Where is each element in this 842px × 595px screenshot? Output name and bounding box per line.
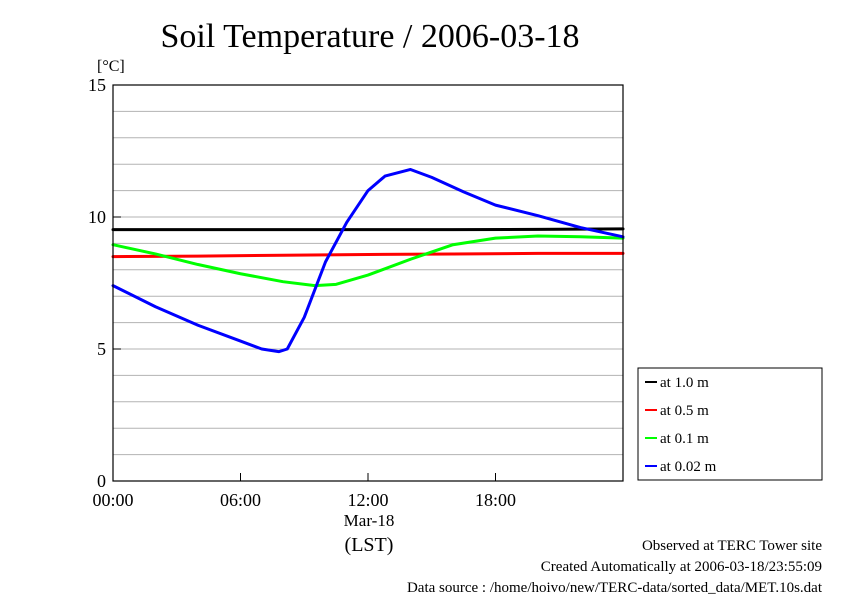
legend-box bbox=[637, 367, 823, 481]
x-tick-label: 06:00 bbox=[220, 490, 261, 510]
x-tick-label: 00:00 bbox=[92, 490, 133, 510]
x-tick-label: 18:00 bbox=[475, 490, 516, 510]
series-lines bbox=[111, 167, 625, 354]
x-axis-title: (LST) bbox=[345, 534, 394, 556]
legend-label: at 0.02 m bbox=[660, 459, 717, 475]
footer-created-time: Created Automatically at 2006-03-18/23:5… bbox=[541, 559, 822, 575]
series-line bbox=[111, 234, 625, 288]
series-line bbox=[111, 251, 625, 259]
legend: at 1.0 m at 0.5 m at 0.1 m at 0.02 m bbox=[637, 367, 823, 481]
series-line bbox=[111, 227, 625, 232]
grid-lines bbox=[113, 110, 623, 456]
y-tick-label: 10 bbox=[88, 207, 106, 227]
y-tick-label: 0 bbox=[97, 471, 106, 491]
y-axis-unit: [°C] bbox=[97, 58, 125, 75]
x-tick-label: 12:00 bbox=[347, 490, 388, 510]
y-tick-label: 5 bbox=[97, 339, 106, 359]
y-tick-label: 15 bbox=[88, 75, 106, 95]
footer-observed-site: Observed at TERC Tower site bbox=[642, 538, 822, 554]
footer-data-source: Data source : /home/hoivo/new/TERC-data/… bbox=[407, 580, 823, 595]
x-axis-ticks: 00:00 06:00 12:00 18:00 bbox=[92, 473, 516, 510]
chart-title: Soil Temperature / 2006-03-18 bbox=[160, 18, 579, 55]
series-line bbox=[111, 167, 625, 354]
legend-label: at 1.0 m bbox=[660, 375, 709, 391]
y-axis-ticks: 0 5 10 15 bbox=[88, 75, 121, 491]
legend-label: at 0.1 m bbox=[660, 431, 709, 447]
plot-frame bbox=[112, 84, 624, 482]
legend-label: at 0.5 m bbox=[660, 403, 709, 419]
x-axis-date-label: Mar-18 bbox=[344, 511, 395, 530]
